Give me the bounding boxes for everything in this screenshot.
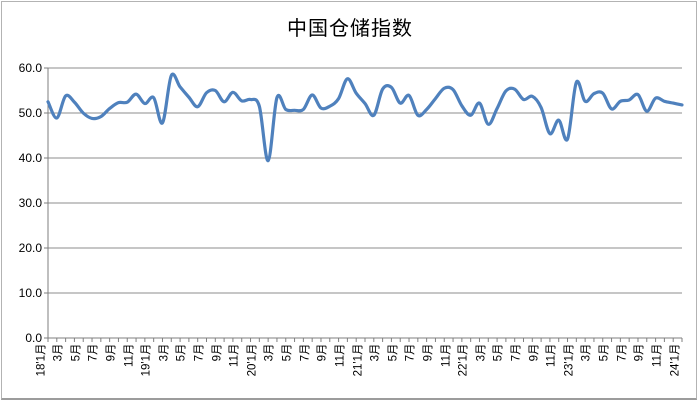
x-axis-label: 9月 [633,343,646,362]
x-axis-label: 9月 [422,343,435,362]
x-axis-label: 11月 [651,343,664,367]
x-axis-label: 24'1月 [669,343,681,377]
x-axis-label: 5月 [387,343,400,362]
x-axis-label: 9月 [528,343,541,362]
x-axis-label: 3月 [263,343,276,362]
x-axis-label: 22'1月 [457,343,470,377]
y-axis-label: 20.0 [18,240,42,255]
x-axis-label: 7月 [193,343,206,362]
x-axis-label: 11月 [334,343,347,367]
x-axis-label: 21'1月 [352,343,364,377]
y-axis-label: 10.0 [18,285,42,300]
x-axis-label: 5月 [281,343,294,362]
x-axis-label: 11月 [123,343,136,367]
y-axis-label: 60.0 [18,60,42,75]
x-axis-label: 7月 [87,343,100,362]
x-axis-label: 5月 [598,343,611,362]
x-axis-label: 9月 [105,343,118,362]
x-axis-label: 7月 [510,343,523,362]
x-axis-label: 7月 [404,343,417,362]
x-axis-label: 3月 [158,343,171,362]
x-axis-label: 5月 [175,343,188,362]
x-axis-label: 3月 [580,343,593,362]
x-axis-label: 3月 [52,343,65,362]
x-axis-label: 20'1月 [246,343,259,377]
x-axis-label: 9月 [211,343,224,362]
chart-title: 中国仓储指数 [287,18,413,40]
x-axis-label: 19'1月 [140,343,153,377]
x-axis-label: 11月 [440,343,453,367]
y-axis-label: 0.0 [25,330,42,345]
x-axis-label: 11月 [228,343,241,367]
series-line-warehousing-index [46,72,684,163]
x-axis-label: 7月 [616,343,629,362]
x-axis-label: 11月 [545,343,558,367]
y-axis-label: 30.0 [18,195,42,210]
x-axis-label: 3月 [475,343,488,362]
x-axis-label: 7月 [299,343,312,362]
x-axis-label: 5月 [492,343,505,362]
y-axis-label: 50.0 [18,105,42,120]
y-axis-label: 40.0 [18,150,42,165]
x-axis-label: 5月 [70,343,83,362]
x-axis-label: 3月 [369,343,382,362]
x-axis-label: 9月 [316,343,329,362]
x-axis-label: 23'1月 [563,343,576,377]
x-axis-label: 18'1月 [35,343,47,377]
